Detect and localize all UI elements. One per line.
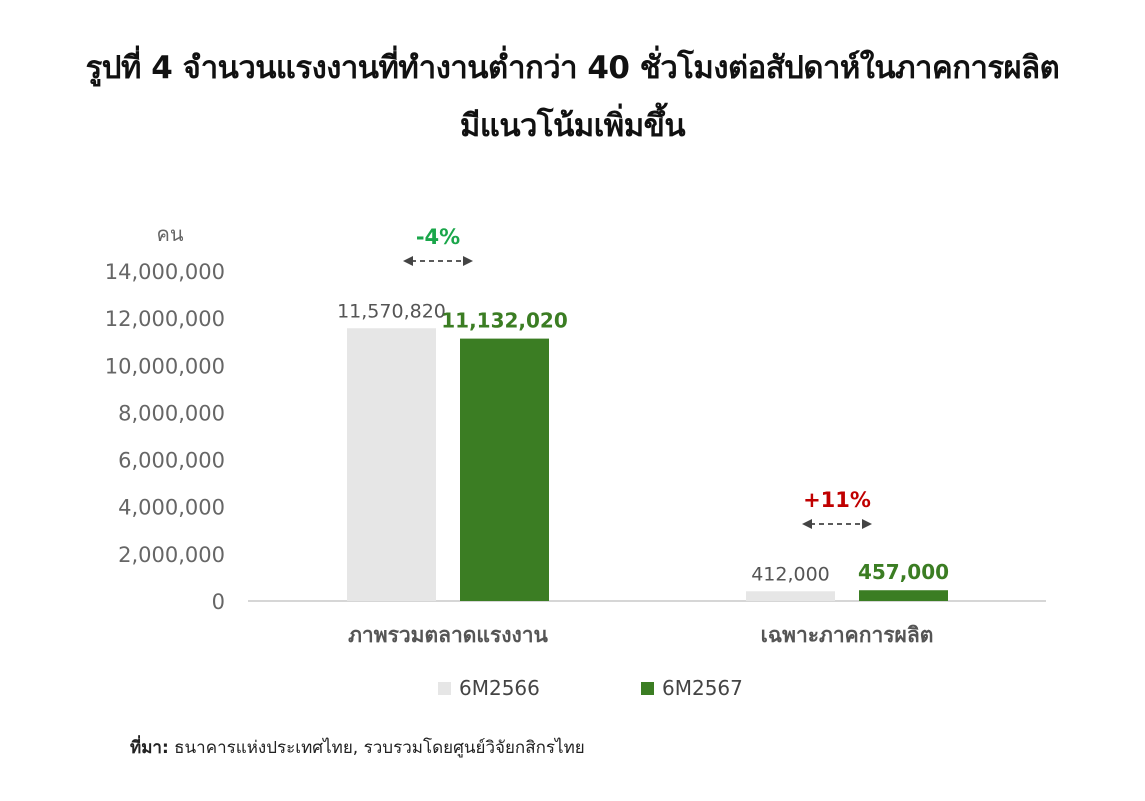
y-tick-label: 10,000,000 bbox=[105, 354, 225, 378]
source-text: ธนาคารแห่งประเทศไทย, รวบรวมโดยศูนย์วิจัย… bbox=[168, 738, 585, 758]
y-tick-label: 8,000,000 bbox=[118, 401, 225, 425]
source-label: ที่มา: bbox=[130, 738, 169, 758]
arrow-head-right bbox=[862, 519, 872, 529]
chart-title-line1: รูปที่ 4 จำนวนแรงงานที่ทำงานต่ำกว่า 40 ช… bbox=[85, 50, 1060, 86]
chart-title-line2: มีแนวโน้มเพิ่มขึ้น bbox=[459, 108, 686, 144]
legend-item-6m2566: 6M2566 bbox=[438, 676, 540, 700]
y-tick-label: 14,000,000 bbox=[105, 260, 225, 284]
change-annotation: -4% bbox=[416, 225, 460, 249]
arrow-head-right bbox=[463, 256, 473, 266]
data-label: 11,132,020 bbox=[441, 309, 568, 333]
data-label: 412,000 bbox=[751, 563, 830, 585]
source-note: ที่มา: ธนาคารแห่งประเทศไทย, รวบรวมโดยศูน… bbox=[130, 734, 585, 761]
bar bbox=[460, 338, 549, 601]
y-tick-label: 12,000,000 bbox=[105, 307, 225, 331]
legend-label-6m2566: 6M2566 bbox=[459, 676, 540, 700]
legend-label-6m2567: 6M2567 bbox=[662, 676, 743, 700]
y-tick-label: 2,000,000 bbox=[118, 543, 225, 567]
data-label: 457,000 bbox=[858, 560, 949, 584]
x-tick-label: ภาพรวมตลาดแรงงาน bbox=[348, 623, 548, 647]
bar bbox=[859, 590, 948, 601]
x-tick-label: เฉพาะภาคการผลิต bbox=[761, 623, 934, 647]
data-label: 11,570,820 bbox=[337, 300, 446, 322]
arrow-head-left bbox=[802, 519, 812, 529]
y-tick-label: 4,000,000 bbox=[118, 496, 225, 520]
bar bbox=[347, 328, 436, 601]
legend-item-6m2567: 6M2567 bbox=[641, 676, 743, 700]
bar bbox=[746, 591, 835, 601]
legend-swatch-6m2566 bbox=[438, 681, 451, 695]
legend-swatch-6m2567 bbox=[641, 681, 654, 695]
y-tick-label: 6,000,000 bbox=[118, 449, 225, 473]
y-tick-label: 0 bbox=[212, 590, 225, 614]
arrow-head-left bbox=[403, 256, 413, 266]
y-axis-label: คน bbox=[156, 222, 183, 246]
change-annotation: +11% bbox=[803, 488, 871, 512]
